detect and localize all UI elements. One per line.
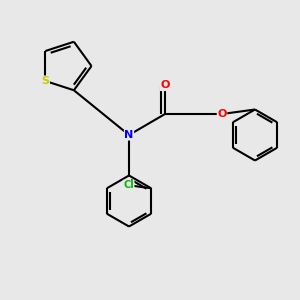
Text: O: O: [160, 80, 170, 91]
Text: N: N: [124, 130, 134, 140]
Text: Cl: Cl: [123, 180, 134, 190]
Text: S: S: [41, 76, 50, 86]
Text: O: O: [217, 109, 227, 119]
